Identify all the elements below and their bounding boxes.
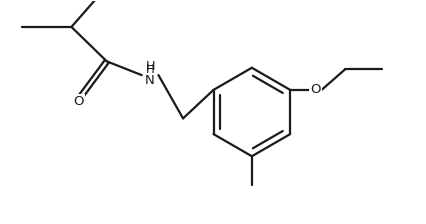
- Text: O: O: [73, 95, 84, 108]
- Text: O: O: [310, 83, 320, 96]
- Text: H: H: [145, 63, 154, 76]
- Text: H
N: H N: [145, 60, 155, 88]
- Text: N: N: [145, 74, 155, 87]
